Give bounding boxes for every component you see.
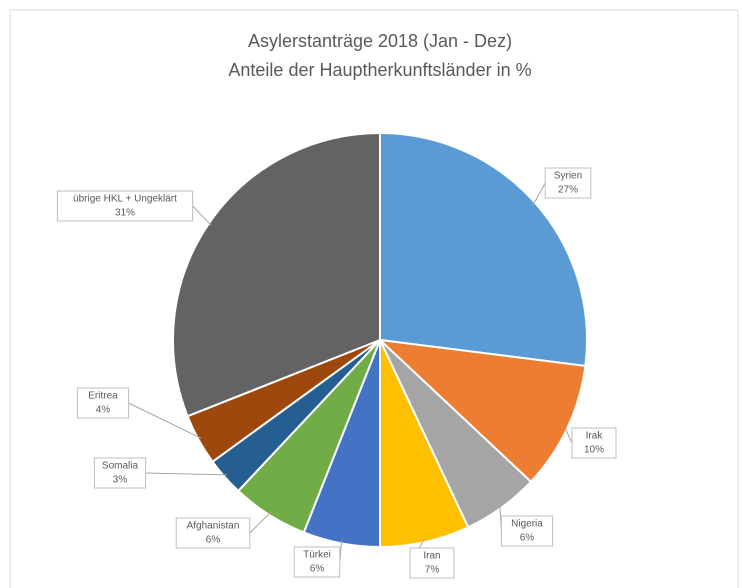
slice-value-label: 10% — [584, 445, 604, 456]
slice-value-label: 6% — [206, 535, 221, 546]
slice-value-label: 3% — [113, 475, 128, 486]
label-box — [571, 427, 617, 459]
leader-line — [192, 205, 212, 226]
chart-title: Asylerstanträge 2018 (Jan - Dez) — [248, 31, 512, 51]
slice-label: Türkei — [303, 550, 331, 561]
pie-slice — [377, 338, 587, 484]
label-box — [544, 167, 592, 199]
slice-label: Irak — [586, 431, 604, 442]
chart-subtitle: Anteile der Hauptherkunftsländer in % — [228, 60, 531, 80]
label-box — [409, 547, 455, 579]
slice-label: übrige HKL + Ungeklärt — [73, 194, 177, 205]
slice-label: Eritrea — [88, 391, 118, 402]
label-box — [175, 517, 251, 549]
slice-value-label: 7% — [425, 565, 440, 576]
slice-value-label: 6% — [310, 564, 325, 575]
leader-line — [128, 402, 202, 439]
slice-value-label: 31% — [115, 208, 135, 219]
leader-line — [532, 182, 546, 206]
slice-label: Afghanistan — [187, 521, 240, 532]
pie-slice — [379, 131, 588, 368]
slice-value-label: 4% — [96, 405, 111, 416]
leader-line — [145, 472, 227, 476]
slice-value-label: 27% — [558, 185, 578, 196]
label-box — [500, 515, 554, 547]
leader-line — [564, 426, 573, 444]
label-box — [293, 546, 341, 578]
slice-label: Nigeria — [511, 519, 543, 530]
pie-slice — [172, 131, 381, 418]
slice-label: Syrien — [554, 171, 582, 182]
leader-line — [249, 511, 272, 534]
slice-label: Somalia — [102, 461, 139, 472]
label-box — [56, 190, 194, 222]
label-box — [93, 457, 147, 489]
slice-label: Iran — [423, 551, 440, 562]
label-box — [76, 387, 130, 419]
slice-value-label: 6% — [520, 533, 535, 544]
